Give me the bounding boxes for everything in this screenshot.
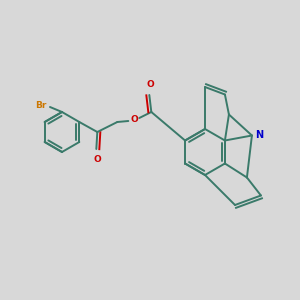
Text: Br: Br: [36, 101, 47, 110]
Text: O: O: [146, 80, 154, 89]
Text: O: O: [93, 155, 101, 164]
Text: N: N: [255, 130, 263, 140]
Text: O: O: [130, 116, 138, 124]
